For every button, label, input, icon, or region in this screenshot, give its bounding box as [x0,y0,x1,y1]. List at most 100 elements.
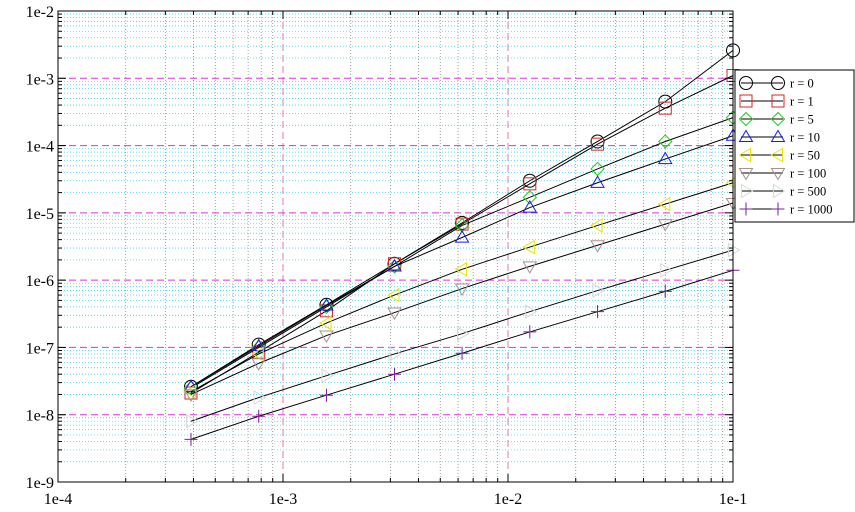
data-point-marker [590,240,605,253]
legend-marker [739,76,753,90]
data-point-marker [251,346,264,362]
series-line [190,135,734,388]
y-tick-label: 1e-2 [26,4,54,21]
legend-box [734,69,855,223]
data-point-marker [184,432,198,446]
data-point-marker [522,239,535,255]
data-point-marker [252,409,266,423]
data-point-marker [457,326,470,342]
data-point-marker [523,177,537,191]
data-point-marker [184,386,198,400]
series-r-1000 [184,263,740,446]
legend-marker [771,76,785,90]
y-tick-label: 1e-3 [26,71,54,88]
y-tick-label: 1e-6 [26,273,54,290]
data-point-marker [590,175,605,188]
data-point-marker [522,261,538,274]
data-point-marker [658,134,673,149]
data-point-marker [319,298,334,311]
series-layer [183,43,741,446]
series-line [190,49,734,388]
legend-label: r = 10 [790,131,820,145]
legend-marker [739,202,753,216]
legend-entry: r = 5 [738,111,814,127]
data-point-marker [183,384,197,400]
data-point-marker [454,230,470,243]
legend-marker [770,129,786,143]
legend-marker [771,94,785,108]
data-point-marker [658,101,672,115]
data-point-marker [591,137,605,151]
y-tick-label: 1e-5 [26,206,54,223]
plot-area-frame [57,10,734,483]
legend-marker [740,183,754,199]
legend-label: r = 500 [790,185,826,199]
data-point-marker [454,261,468,277]
series-r-500 [185,242,741,429]
legend-label: r = 1000 [790,203,832,217]
legend-marker [770,167,786,181]
x-tick-label: 1e-3 [269,491,297,508]
data-point-marker [319,388,333,402]
data-point-marker [523,325,537,339]
series-r-50 [183,175,739,400]
data-point-marker [657,219,673,232]
data-point-marker [319,299,334,315]
legend-marker [739,94,753,108]
data-point-marker [657,151,673,165]
data-point-marker [387,367,401,381]
legend-marker [738,167,754,181]
data-point-marker [183,389,199,402]
legend-label: r = 1 [790,95,814,109]
data-point-marker [455,346,469,360]
legend-entry: r = 0 [739,76,814,91]
legend-marker [770,111,786,127]
data-point-marker [318,315,332,331]
data-point-marker [319,330,334,344]
data-point-marker [524,304,538,320]
data-point-marker [592,283,606,298]
legend-marker [738,111,754,127]
y-tick-label: 1e-9 [26,475,54,492]
legend-label: r = 50 [790,149,820,163]
series-line [190,117,734,389]
series-line [190,249,734,422]
x-tick-label: 1e-2 [494,491,522,508]
data-point-marker [389,346,402,362]
data-point-marker [522,200,538,213]
axis-ticks: 1e-4 1e-3 1e-2 1e-1 1e-9 1e-8 1e-7 1e-6 1e-5 1e-4… [26,4,748,508]
legend-marker [772,183,786,199]
data-point-marker [727,242,741,258]
legend-marker [771,202,785,216]
legend-entry: r = 100 [738,167,826,181]
data-point-marker [522,190,538,205]
data-point-marker [387,258,402,272]
series-r-100 [183,197,741,402]
legend-marker [770,147,784,163]
data-point-marker [660,262,673,278]
legend-label: r = 5 [790,113,814,127]
data-point-marker [591,305,605,319]
data-point-marker [454,283,470,297]
legend-marker [738,147,752,163]
legend-entry: r = 10 [738,129,820,145]
x-tick-label: 1e-1 [719,491,747,508]
y-tick-label: 1e-4 [26,139,54,156]
legend: r = 0 r = 1 r = 5 r = 10 r = 50 r = 100 r = 50… [734,69,855,223]
series-line [190,202,734,395]
grid-lines [58,11,733,482]
legend-entry: r = 500 [740,183,826,199]
legend-marker [738,129,754,143]
data-point-marker [387,307,402,321]
data-point-marker [657,196,671,212]
legend-entry: r = 1 [739,94,814,109]
data-point-marker [658,284,672,298]
series-line [190,182,734,393]
x-tick-label: 1e-4 [44,491,72,508]
y-tick-label: 1e-8 [26,408,54,425]
legend-entry: r = 50 [738,147,820,163]
data-point-marker [387,287,400,303]
y-tick-label: 1e-7 [26,340,54,357]
data-point-marker [185,413,199,429]
